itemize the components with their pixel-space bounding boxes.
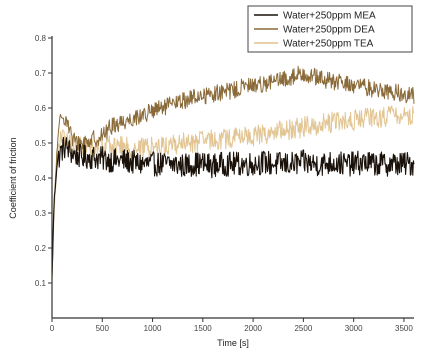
y-tick-label-2: 0.3 — [35, 209, 47, 218]
x-tick-label-7: 3500 — [395, 324, 413, 333]
y-tick-label-4: 0.5 — [35, 139, 47, 148]
x-tick-label-1: 500 — [96, 324, 110, 333]
x-tick-label-5: 2500 — [294, 324, 312, 333]
legend: Water+250ppm MEA Water+250ppm DEA Water+25… — [247, 5, 413, 53]
legend-label-0: Water+250ppm MEA — [283, 11, 376, 22]
y-tick-label-5: 0.6 — [35, 104, 47, 113]
y-tick-label-1: 0.2 — [35, 244, 47, 253]
y-tick-label-3: 0.4 — [35, 174, 47, 183]
x-tick-label-0: 0 — [50, 324, 55, 333]
y-tick-label-6: 0.7 — [35, 69, 47, 78]
legend-label-2: Water+250ppm TEA — [283, 39, 374, 50]
y-tick-label-7: 0.8 — [35, 34, 47, 43]
x-tick-label-3: 1500 — [194, 324, 212, 333]
series-line-0 — [51, 136, 415, 275]
y-axis-title: Coefficient of friction — [8, 137, 18, 218]
x-tick-label-2: 1000 — [144, 324, 162, 333]
series-line-2 — [51, 105, 415, 281]
labels: Time [s] Coefficient of friction — [8, 137, 249, 348]
x-axis-title: Time [s] — [217, 338, 249, 348]
plot-lines — [51, 65, 415, 282]
axes: 0 500 1000 1500 2000 2500 3000 3500 0.1 0.2 0.3 0.4… — [35, 34, 414, 333]
series-line-1 — [51, 65, 415, 282]
x-tick-label-4: 2000 — [244, 324, 262, 333]
y-tick-label-0: 0.1 — [35, 279, 47, 288]
legend-label-1: Water+250ppm DEA — [283, 25, 375, 36]
x-tick-label-6: 3000 — [345, 324, 363, 333]
